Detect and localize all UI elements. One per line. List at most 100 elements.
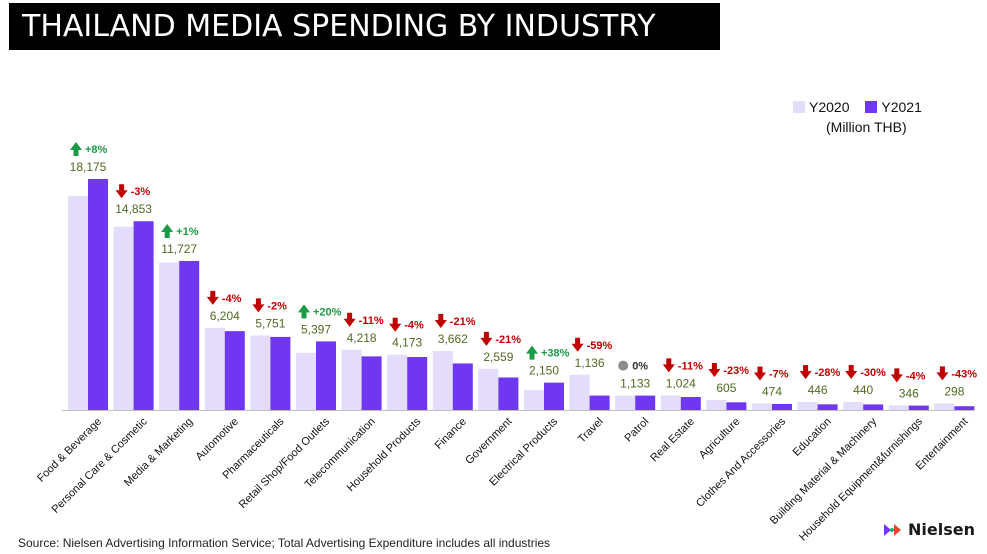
arrow-up-icon — [70, 142, 82, 156]
bar-y2021 — [133, 221, 154, 410]
change-label: +20% — [313, 306, 342, 318]
change-label: 0% — [632, 361, 648, 373]
bar-y2021 — [361, 356, 382, 410]
bar-y2020 — [569, 374, 590, 410]
value-label: 11,727 — [161, 242, 197, 256]
bar-y2020 — [660, 395, 681, 410]
bar-y2021 — [589, 395, 610, 410]
arrow-down-icon — [799, 365, 812, 380]
legend-unit: (Million THB) — [826, 119, 907, 135]
category-label: Real Estate — [648, 416, 697, 465]
bar-y2021 — [316, 341, 336, 410]
value-label: 1,136 — [575, 356, 605, 370]
bar-y2020 — [752, 403, 772, 410]
legend: Y2020 Y2021 (Million THB) — [793, 99, 934, 135]
change-label: -21% — [450, 316, 476, 328]
value-label: 5,751 — [255, 316, 285, 330]
arrow-down-icon — [662, 358, 675, 373]
category-label: Education — [791, 416, 834, 459]
bar-y2021 — [452, 363, 473, 410]
arrow-down-icon — [252, 298, 265, 313]
change-label: -4% — [906, 370, 926, 382]
legend-swatch-y2021 — [865, 101, 878, 113]
change-label: -11% — [359, 315, 384, 327]
change-label: -4% — [404, 320, 424, 332]
arrow-down-icon — [936, 366, 949, 381]
category-label: Retail Shop/Food Outlets — [237, 415, 333, 511]
legend-item-y2021: Y2021 — [865, 99, 922, 115]
change-label: +38% — [541, 348, 570, 360]
arrow-up-icon — [298, 304, 310, 319]
bar-y2020 — [888, 405, 909, 410]
value-label: 1,133 — [620, 377, 650, 391]
value-label: 2,150 — [529, 364, 559, 378]
change-label: -11% — [678, 360, 703, 372]
value-label: 474 — [762, 385, 782, 399]
page-title: THAILAND MEDIA SPENDING BY INDUSTRY — [9, 3, 720, 50]
bar-y2020 — [615, 395, 636, 410]
value-label: 18,175 — [70, 160, 107, 174]
arrow-down-icon — [343, 312, 356, 327]
bar-y2021 — [179, 260, 200, 410]
bar-y2021 — [635, 395, 656, 410]
arrow-down-icon — [206, 290, 219, 305]
bar-y2020 — [843, 401, 864, 410]
arrow-down-icon — [845, 364, 858, 379]
category-label: Finance — [433, 416, 469, 452]
category-label: Agriculture — [697, 416, 743, 462]
value-label: 5,397 — [301, 322, 331, 336]
bar-y2021 — [544, 382, 564, 410]
legend-label-y2021: Y2021 — [881, 99, 922, 115]
bar-y2021 — [680, 396, 701, 410]
arrow-down-icon — [754, 366, 766, 381]
value-label: 6,204 — [210, 309, 240, 323]
bar-y2021 — [863, 404, 884, 410]
change-label: -28% — [815, 367, 841, 379]
arrow-down-icon — [389, 317, 402, 332]
change-label: -43% — [951, 368, 977, 380]
bar-y2021 — [88, 179, 108, 410]
change-label: -2% — [267, 300, 287, 312]
arrow-down-icon — [480, 331, 493, 346]
category-label: Patrol — [623, 416, 652, 445]
category-label: Automotive — [194, 416, 241, 463]
value-label: 440 — [853, 383, 873, 397]
category-label: Travel — [576, 416, 606, 446]
bar-y2021 — [908, 405, 929, 410]
value-label: 4,218 — [347, 331, 377, 345]
bar-y2021 — [772, 403, 792, 410]
nielsen-logo: Nielsen — [882, 520, 975, 539]
bar-y2021 — [498, 377, 519, 410]
value-label: 1,024 — [666, 376, 696, 390]
change-label: -21% — [495, 334, 521, 346]
bar-y2021 — [817, 404, 838, 410]
neutral-dot-icon — [618, 360, 629, 371]
value-label: 446 — [808, 383, 828, 397]
value-label: 298 — [944, 384, 964, 398]
bar-y2020 — [204, 327, 225, 410]
value-label: 14,853 — [115, 202, 152, 216]
bar-y2020 — [113, 226, 134, 410]
bar-y2020 — [797, 402, 818, 410]
bar-y2020 — [296, 352, 316, 410]
category-label: Personal Care & Cosmetic — [50, 415, 150, 515]
bar-y2020 — [934, 403, 955, 410]
bar-y2020 — [478, 368, 499, 410]
change-label: -3% — [131, 186, 151, 198]
arrow-down-icon — [571, 337, 584, 352]
bar-y2021 — [954, 406, 975, 410]
value-label: 605 — [716, 381, 736, 395]
arrow-down-icon — [708, 362, 721, 377]
value-label: 2,559 — [483, 350, 513, 364]
legend-label-y2020: Y2020 — [809, 99, 850, 115]
source-note: Source: Nielsen Advertising Information … — [18, 536, 551, 550]
bar-y2021 — [726, 402, 747, 410]
arrow-down-icon — [115, 184, 128, 199]
nielsen-mark-icon — [884, 523, 901, 536]
arrow-down-icon — [434, 314, 447, 329]
value-label: 346 — [899, 386, 919, 400]
change-label: -7% — [769, 369, 789, 381]
bar-y2020 — [68, 196, 88, 410]
value-label: 4,173 — [392, 336, 422, 350]
